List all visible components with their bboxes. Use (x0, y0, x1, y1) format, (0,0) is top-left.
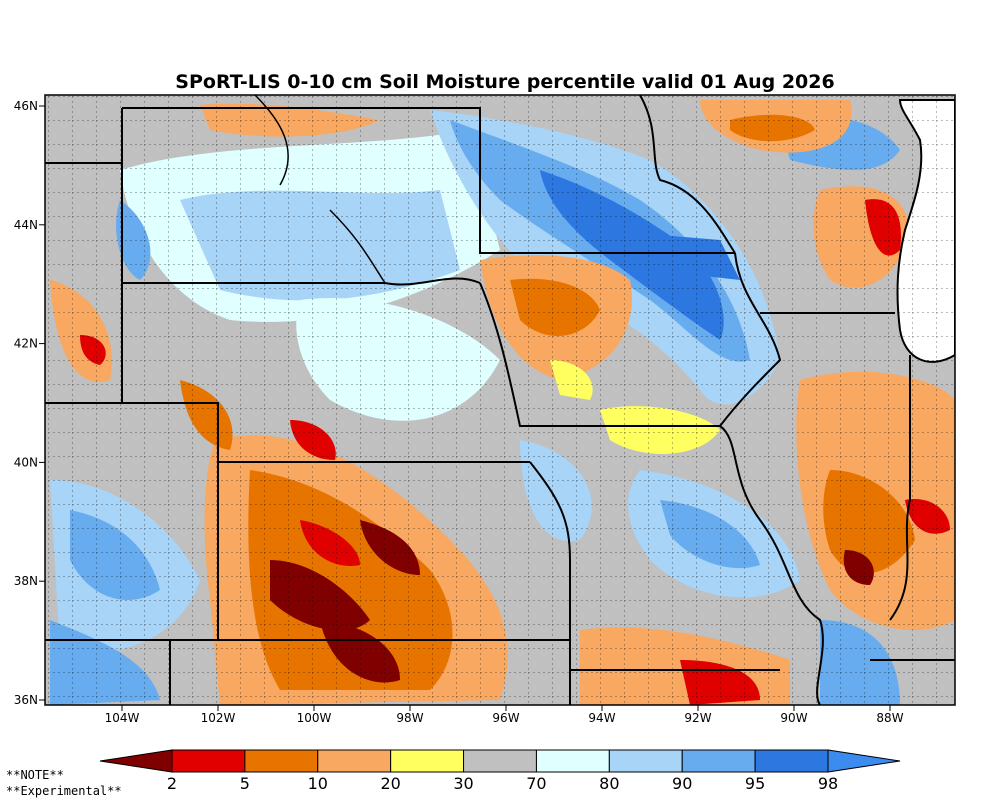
colorbar-swatch (244, 749, 319, 773)
lon-tick-label: 96W (492, 711, 519, 725)
map-frame (44, 94, 956, 706)
colorbar-swatch (608, 749, 683, 773)
colorbar-label: 95 (745, 774, 765, 793)
lat-tick-label: 38N (14, 574, 38, 588)
colorbar-label: 5 (240, 774, 250, 793)
colorbar-label: 80 (599, 774, 619, 793)
colorbar-label: 30 (453, 774, 473, 793)
colorbar-high (827, 749, 901, 773)
lon-tick-label: 90W (780, 711, 807, 725)
lon-tick-label: 88W (876, 711, 903, 725)
note-label: **NOTE** (6, 768, 64, 782)
ticks: 104W 102W 100W 98W 96W 94W 92W 90W 88W 46N 44N 42N 4… (14, 99, 904, 725)
lat-tick-label: 44N (14, 218, 38, 232)
lon-tick-label: 94W (588, 711, 615, 725)
colorbar-swatch (754, 749, 829, 773)
colorbar-swatch (390, 749, 465, 773)
colorbar-low (99, 749, 173, 773)
lat-tick-label: 36N (14, 693, 38, 707)
colorbar-swatch (681, 749, 756, 773)
lon-tick-label: 92W (684, 711, 711, 725)
colorbar-label: 98 (818, 774, 838, 793)
colorbar: 2 5 10 20 30 70 80 90 95 98 (99, 749, 901, 793)
lat-tick-label: 40N (14, 455, 38, 469)
lat-tick-label: 42N (14, 337, 38, 351)
lon-tick-label: 100W (297, 711, 332, 725)
map-field (45, 95, 955, 705)
lat-tick-label: 46N (14, 99, 38, 113)
colorbar-label: 70 (526, 774, 546, 793)
map-title: SPoRT-LIS 0-10 cm Soil Moisture percenti… (175, 71, 834, 93)
colorbar-swatch (535, 749, 610, 773)
colorbar-label: 20 (380, 774, 400, 793)
note-label: **Experimental** (6, 784, 122, 798)
lon-tick-label: 98W (396, 711, 423, 725)
colorbar-label: 2 (167, 774, 177, 793)
lon-tick-label: 104W (105, 711, 140, 725)
colorbar-label: 10 (308, 774, 328, 793)
colorbar-label: 90 (672, 774, 692, 793)
colorbar-swatch (317, 749, 392, 773)
colorbar-swatch (463, 749, 537, 773)
lon-tick-label: 102W (201, 711, 236, 725)
colorbar-swatch (171, 749, 246, 773)
